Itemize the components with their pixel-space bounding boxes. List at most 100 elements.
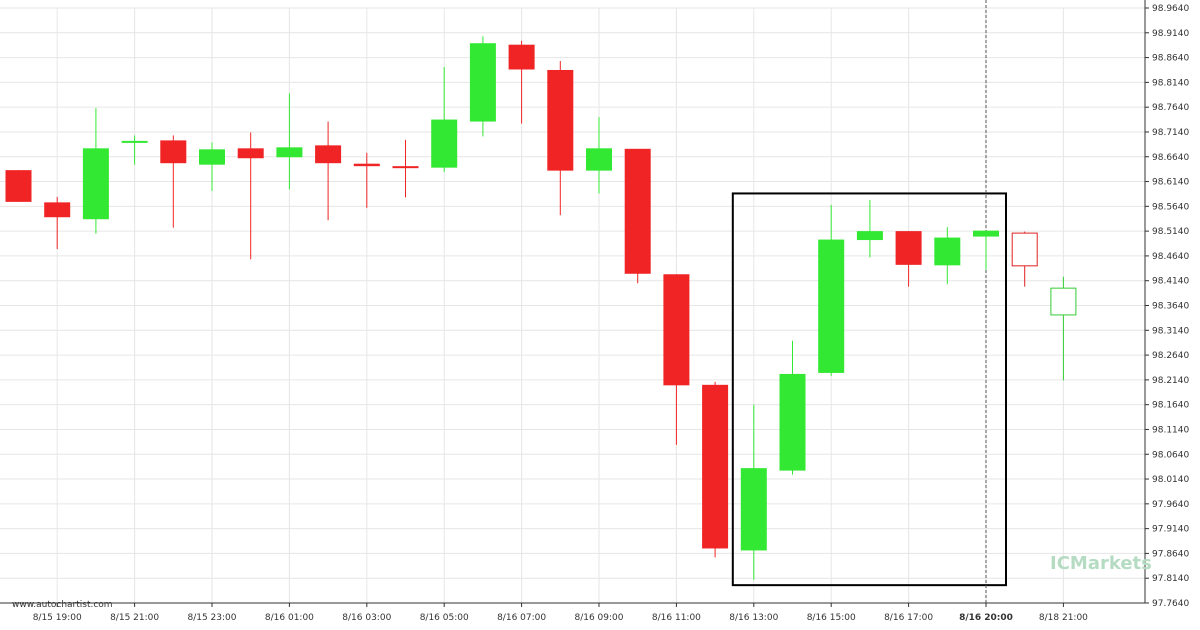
y-tick-label: 98.2640 [1152,351,1189,361]
candle-body [1050,287,1077,316]
axes [0,0,1146,604]
candle-body [702,384,729,549]
candles [5,36,1077,580]
brand-watermark: ICMarkets [1050,553,1152,574]
candle-body [973,230,999,237]
y-tick-label: 97.9640 [1152,500,1189,510]
candle-body [895,231,922,265]
x-tick-label: 8/18 21:00 [1039,613,1088,623]
source-label: www.autochartist.com [12,600,113,610]
candle-body [469,43,496,122]
candle-body [508,44,535,70]
candle-body [44,202,71,218]
candle-body [121,140,148,143]
candle [818,204,845,376]
y-tick-label: 98.7140 [1152,128,1189,138]
y-tick-label: 98.4140 [1152,277,1189,287]
candle-body [624,148,651,274]
x-tick-label: 8/15 21:00 [110,613,159,623]
y-tick-label: 97.9140 [1152,525,1189,535]
y-tick-label: 97.7640 [1152,599,1189,609]
candle [856,199,883,258]
y-tick-label: 98.0640 [1152,450,1189,460]
candle-body [237,148,264,159]
y-tick-label: 98.5640 [1152,202,1189,212]
candle [547,61,574,216]
candle-body [856,231,883,241]
candle-body [818,239,845,373]
y-tick-label: 98.8140 [1152,78,1189,88]
candle [973,230,999,270]
x-tick-label: 8/16 05:00 [420,613,469,623]
candle [895,231,922,287]
candle-body [934,237,961,266]
candle-body [160,140,187,164]
candle [199,142,225,191]
candle [237,132,264,260]
candle [5,170,32,202]
x-tick-label: 8/15 23:00 [187,613,236,623]
x-tick-label: 8/16 15:00 [807,613,856,623]
x-tick-label: 8/16 09:00 [574,613,623,623]
candle-body [392,166,419,169]
candle [740,404,767,580]
candle-body [740,468,767,551]
forecast-candle [1011,231,1038,287]
y-tick-label: 98.2140 [1152,376,1189,386]
candle [276,93,303,190]
y-tick-label: 98.8640 [1152,54,1189,64]
candle [392,139,419,198]
y-tick-label: 98.4640 [1152,252,1189,262]
candle [121,135,148,165]
x-tick-label: 8/16 11:00 [652,613,701,623]
y-tick-label: 97.8140 [1152,574,1189,584]
candle [624,148,651,284]
x-tick-label: 8/16 13:00 [729,613,778,623]
candle-body [82,148,109,220]
y-tick-label: 98.0140 [1152,475,1189,485]
y-tick-label: 98.3640 [1152,302,1189,312]
x-tick-label: 8/16 17:00 [884,613,933,623]
x-tick-label: 8/16 20:00 [959,613,1013,623]
candle [315,121,342,221]
y-tick-label: 98.9640 [1152,4,1189,14]
y-tick-label: 98.1640 [1152,401,1189,411]
candle [431,67,458,173]
y-tick-label: 98.1140 [1152,425,1189,435]
candle [663,274,690,445]
candle [702,381,729,558]
x-tick-label: 8/16 01:00 [265,613,314,623]
y-tick-label: 98.3140 [1152,326,1189,336]
x-tick-label: 8/16 03:00 [342,613,391,623]
y-tick-label: 98.6140 [1152,178,1189,188]
candle-body [431,119,458,168]
candle-body [276,147,303,158]
candle-body [1011,232,1038,267]
x-tick-label: 8/16 07:00 [497,613,546,623]
candle-body [5,170,32,202]
y-tick-label: 97.8640 [1152,549,1189,559]
pattern-box [731,192,1007,587]
candle [508,40,535,124]
y-axis-ticks: 98.9640 98.9140 98.8640 98.8140 98.7640 98.71… [1145,4,1189,609]
y-tick-label: 98.9140 [1152,29,1189,39]
candle-body [663,274,690,386]
candle-body [315,145,342,164]
candle [353,152,380,208]
x-axis-ticks: 8/15 19:00 8/15 21:00 8/15 23:00 8/16 01:00… [33,603,1088,623]
candle [586,117,612,194]
candle-body [547,69,574,171]
candle-body [353,163,380,167]
candle [934,227,961,285]
pattern-layer [731,0,1007,603]
forecast-candle [1050,276,1077,381]
candle [779,340,806,475]
candle-body [586,148,612,171]
candle-body [779,373,806,471]
candle [469,36,496,137]
candle [44,196,71,249]
y-tick-label: 98.7640 [1152,103,1189,113]
candle [82,108,109,234]
y-tick-label: 98.5140 [1152,227,1189,237]
